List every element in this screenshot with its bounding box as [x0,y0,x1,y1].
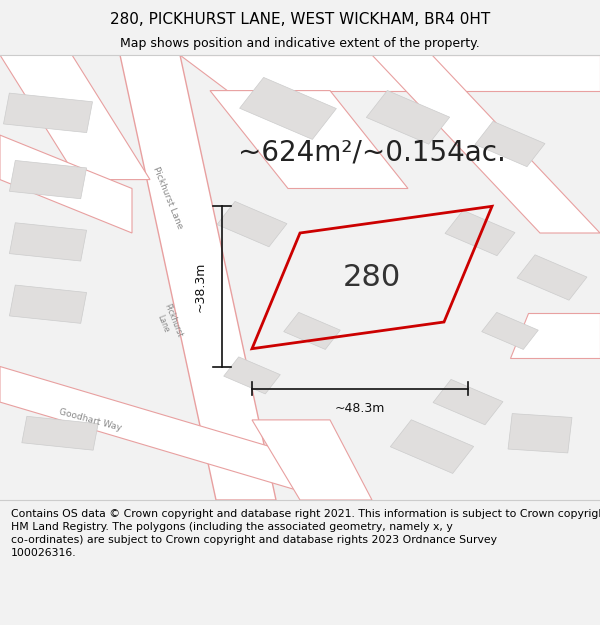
Polygon shape [180,55,600,91]
Polygon shape [445,211,515,256]
Polygon shape [367,91,449,144]
Polygon shape [284,312,340,349]
Polygon shape [22,416,98,450]
Polygon shape [0,55,150,179]
Text: Map shows position and indicative extent of the property.: Map shows position and indicative extent… [120,38,480,51]
Polygon shape [482,312,538,349]
Polygon shape [10,161,86,199]
Polygon shape [120,55,276,500]
Polygon shape [10,222,86,261]
Polygon shape [510,313,600,358]
Polygon shape [475,121,545,167]
Text: 280: 280 [343,263,401,292]
Text: 280, PICKHURST LANE, WEST WICKHAM, BR4 0HT: 280, PICKHURST LANE, WEST WICKHAM, BR4 0… [110,12,490,27]
Polygon shape [210,91,408,189]
Text: ~38.3m: ~38.3m [194,261,207,312]
Polygon shape [252,420,372,500]
Text: Goodhart Way: Goodhart Way [58,408,122,432]
Polygon shape [4,93,92,132]
Polygon shape [517,255,587,300]
Text: Pickhurst Lane: Pickhurst Lane [151,165,185,230]
Polygon shape [372,55,600,233]
Polygon shape [0,135,132,233]
Text: Contains OS data © Crown copyright and database right 2021. This information is : Contains OS data © Crown copyright and d… [11,509,600,558]
Polygon shape [0,366,330,500]
Text: ~624m²/~0.154ac.: ~624m²/~0.154ac. [238,139,506,167]
Polygon shape [391,420,473,474]
Text: Pickhurst
Lane: Pickhurst Lane [152,302,184,342]
Polygon shape [433,379,503,425]
Polygon shape [239,78,337,139]
Polygon shape [508,414,572,453]
Text: ~48.3m: ~48.3m [335,402,385,415]
Polygon shape [217,201,287,247]
Polygon shape [224,357,280,394]
Polygon shape [10,285,86,323]
